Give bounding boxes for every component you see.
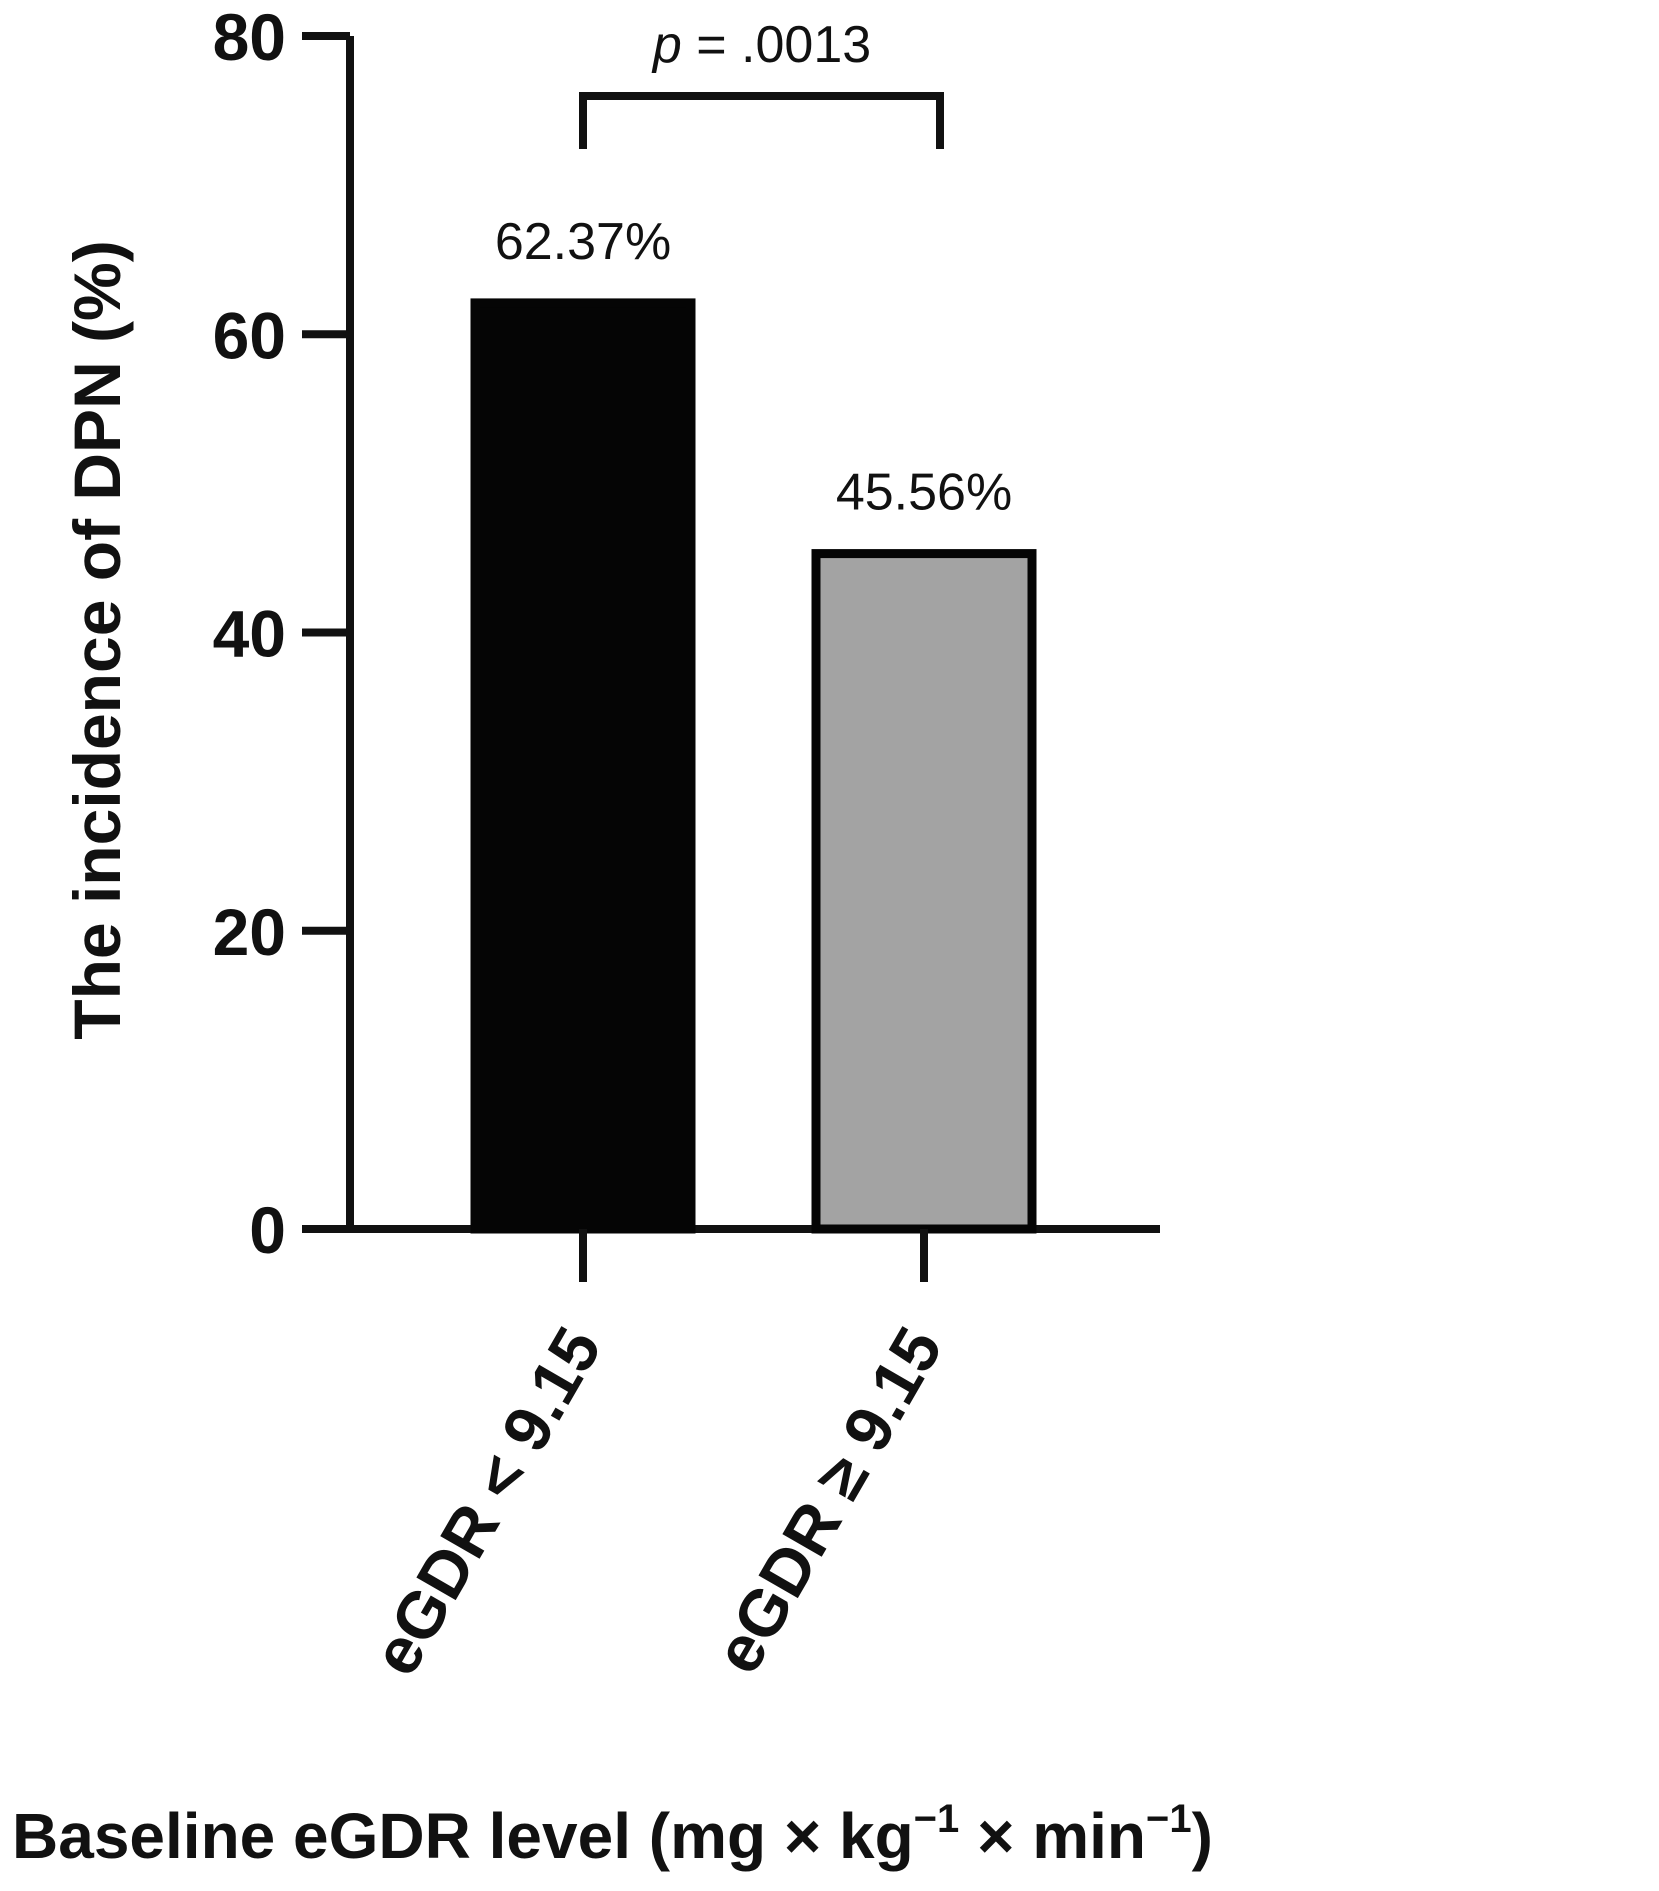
- significance-bracket: [579, 92, 944, 149]
- category-label: eGDR ≥ 9.15: [700, 1315, 956, 1685]
- y-axis-title: The incidence of DPN (%): [60, 240, 134, 1039]
- data-label: 45.56%: [836, 464, 1012, 522]
- x-axis-title-end: ): [1192, 1800, 1213, 1872]
- data-label: 62.37%: [495, 213, 671, 271]
- bar: [470, 298, 696, 1234]
- y-tick-label: 80: [213, 0, 286, 74]
- x-axis-ticks: [579, 1229, 928, 1282]
- x-axis-title-sup1: −1: [914, 1797, 960, 1841]
- x-axis-title: Baseline eGDR level (mg × kg−1 × min−1): [12, 1797, 1213, 1872]
- data-labels: 62.37% 45.56%: [495, 213, 1012, 522]
- x-axis-title-sup2: −1: [1146, 1797, 1192, 1841]
- category-label: eGDR < 9.15: [358, 1315, 616, 1687]
- p-symbol: p: [651, 16, 682, 74]
- y-tick-label: 60: [213, 298, 286, 372]
- category-labels: eGDR < 9.15 eGDR ≥ 9.15: [358, 1315, 957, 1687]
- x-axis-title-main: Baseline eGDR level (mg × kg: [12, 1800, 914, 1872]
- bar: [811, 549, 1037, 1234]
- p-value-label: p = .0013: [651, 16, 871, 74]
- bars: [470, 298, 1037, 1234]
- x-axis-title-mid: × min: [959, 1800, 1146, 1872]
- y-tick-label: 40: [213, 597, 286, 671]
- p-value-text: = .0013: [682, 16, 871, 74]
- y-tick-label: 0: [249, 1193, 286, 1267]
- y-axis-ticks: 0 20 40 60 80: [213, 0, 350, 1267]
- y-tick-label: 20: [213, 895, 286, 969]
